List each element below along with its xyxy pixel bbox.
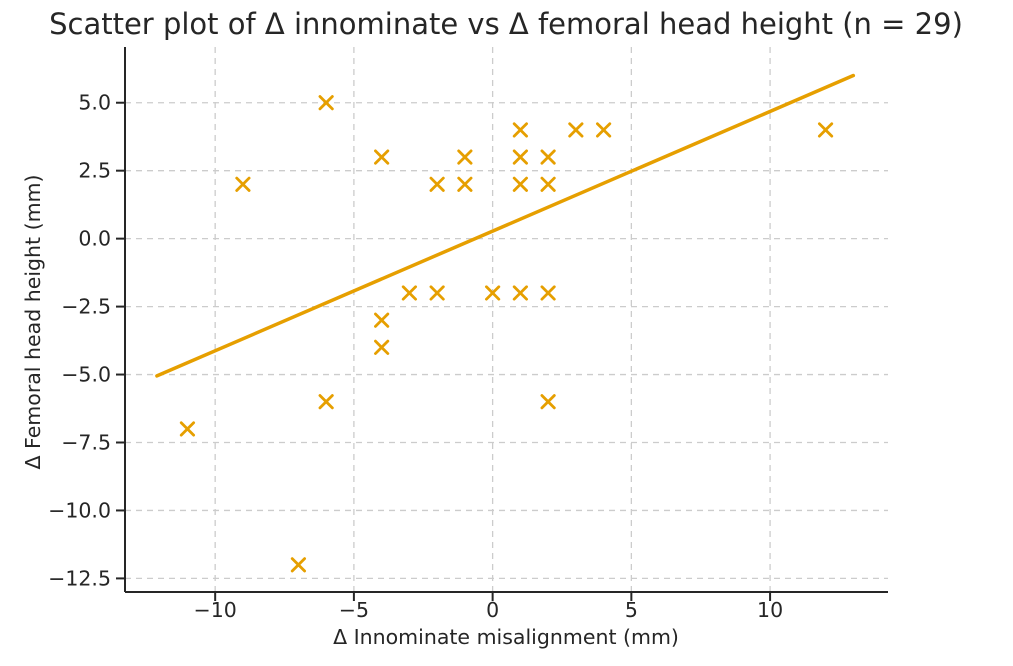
gridlines [125, 47, 888, 592]
scatter-marker [485, 285, 501, 301]
y-axis-label: Δ Femoral head height (mm) [21, 174, 45, 469]
scatter-marker [318, 95, 334, 111]
axis-spines [124, 47, 888, 593]
scatter-marker [540, 285, 556, 301]
y-tick-labels: 5.0 2.5 0.0 −2.5 −5.0 −7.5 −10.0 −12.5 [48, 91, 111, 591]
scatter-marker [568, 122, 584, 138]
scatter-marker [512, 122, 528, 138]
scatter-marker [374, 149, 390, 165]
scatter-marker [457, 149, 473, 165]
scatter-marker [512, 149, 528, 165]
y-tick-label: −2.5 [61, 295, 111, 319]
scatter-marker [429, 285, 445, 301]
scatter-marker [457, 176, 473, 192]
scatter-marker [235, 176, 251, 192]
scatter-marker [290, 557, 307, 573]
scatter-marker [540, 176, 556, 192]
scatter-marker [540, 394, 556, 410]
x-tick-label: 0 [486, 598, 499, 622]
axis-tick-marks [116, 101, 772, 601]
scatter-markers [179, 95, 834, 573]
y-tick-label: 5.0 [78, 91, 111, 115]
y-tick-label: −7.5 [61, 430, 111, 454]
scatter-marker [374, 312, 390, 328]
y-tick-label: −5.0 [61, 363, 111, 387]
scatter-marker [817, 122, 834, 138]
y-tick-label: 0.0 [78, 227, 111, 251]
scatter-marker [512, 285, 528, 301]
x-axis-label: Δ Innominate misalignment (mm) [333, 625, 679, 649]
chart-title: Scatter plot of Δ innominate vs Δ femora… [49, 7, 963, 41]
scatter-marker [401, 285, 417, 301]
trend-line [155, 73, 856, 378]
y-tick-label: −12.5 [48, 566, 111, 590]
x-tick-label: 5 [625, 598, 638, 622]
x-tick-label: −5 [339, 598, 369, 622]
y-tick-label: −10.0 [48, 498, 111, 522]
scatter-marker [374, 339, 390, 355]
scatter-marker [318, 394, 334, 410]
x-tick-labels: −10 −5 0 5 10 [194, 598, 784, 622]
x-tick-label: −10 [194, 598, 237, 622]
scatter-marker [429, 176, 445, 192]
y-tick-label: 2.5 [78, 159, 111, 183]
scatter-marker [596, 122, 612, 138]
x-tick-label: 10 [757, 598, 783, 622]
scatter-marker [512, 176, 528, 192]
scatter-marker [179, 421, 196, 437]
scatter-marker [540, 149, 556, 165]
